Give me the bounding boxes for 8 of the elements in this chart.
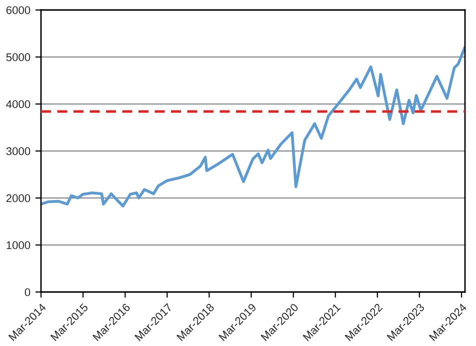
y-tick-label: 5000 [6, 53, 30, 62]
y-tick-label: 2000 [6, 194, 30, 202]
y-tick-label: 6000 [6, 6, 30, 14]
y-tick-label: 0 [24, 288, 30, 296]
y-tick-label: 4000 [6, 100, 30, 108]
y-tick-label: 3000 [6, 147, 30, 156]
line-series [41, 46, 465, 208]
y-tick-label: 1000 [6, 241, 30, 250]
